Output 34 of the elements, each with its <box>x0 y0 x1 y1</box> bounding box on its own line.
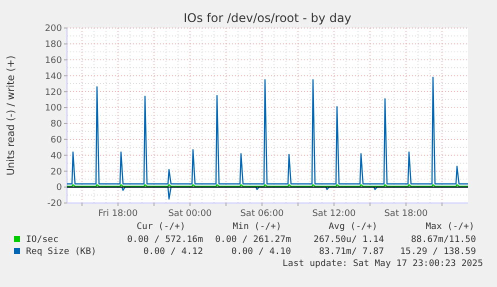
text: 88.67m/11.50 <box>410 235 476 245</box>
y-tick-label: 60 <box>50 136 62 146</box>
text: Max (-/+) <box>426 222 474 232</box>
y-tick-label: 160 <box>44 56 62 66</box>
text: 15.29 / 138.59 <box>400 247 476 257</box>
text: Avg (-/+) <box>328 222 378 232</box>
text: 0.00 / 261.27m <box>215 235 291 245</box>
y-tick-label: -20 <box>47 199 62 210</box>
legend-label: Req Size (KB) <box>26 247 96 257</box>
chart-title: IOs for /dev/os/root - by day <box>184 11 352 25</box>
x-tick-label: Sat 12:00 <box>312 209 356 219</box>
y-tick-label: 100 <box>44 104 62 114</box>
text: Cur (-/+) <box>136 222 186 232</box>
text: Min (-/+) <box>232 222 282 232</box>
y-tick-label: 120 <box>44 88 62 98</box>
text: 267.50u/ 1.14 <box>314 235 384 245</box>
text: 0.00 / 572.16m <box>127 235 203 245</box>
legend-label: IO/sec <box>26 235 59 245</box>
y-tick-label: 20 <box>50 167 62 178</box>
x-tick-label: Sat 00:00 <box>168 209 212 219</box>
text: 0.00 / 4.10 <box>231 247 291 257</box>
y-tick-label: 200 <box>44 24 62 34</box>
text: 0.00 / 4.12 <box>143 247 203 257</box>
x-tick-label: Fri 18:00 <box>98 209 138 219</box>
y-tick-label: 40 <box>50 151 62 162</box>
y-tick-label: 140 <box>44 72 62 82</box>
y-tick-label: 80 <box>50 120 62 130</box>
y-axis-title: Units read (-) / write (+) <box>6 55 17 176</box>
y-tick-label: 0 <box>56 183 62 194</box>
x-tick-label: Sat 06:00 <box>240 209 284 219</box>
y-tick-label: 180 <box>44 40 62 50</box>
text: Last update: Sat May 17 23:00:23 2025 <box>282 259 483 269</box>
x-tick-label: Sat 18:00 <box>384 209 428 219</box>
text: 83.71m/ 7.87 <box>318 247 384 257</box>
